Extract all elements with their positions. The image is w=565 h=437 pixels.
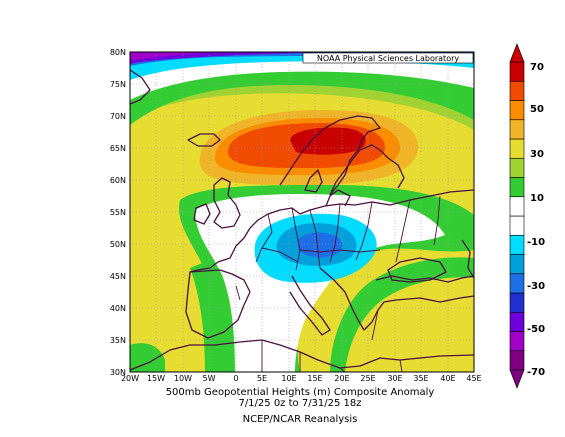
lat-label: 80N	[110, 48, 126, 57]
colorbar-label: -50	[527, 324, 545, 335]
colorbar-segment	[509, 177, 525, 198]
contour-fill	[130, 52, 474, 372]
political-borders	[235, 195, 441, 372]
lon-labels: 20W 15W 10W 5W 0 5E 10E 15E 20E 25E 30E …	[121, 374, 482, 383]
lat-label: 35N	[110, 336, 126, 345]
colorbar-segment	[509, 292, 525, 313]
lat-label: 60N	[110, 176, 126, 185]
lon-label: 30E	[387, 374, 402, 383]
lat-label: 65N	[110, 144, 126, 153]
lat-label: 45N	[110, 272, 126, 281]
colorbar-segment	[509, 254, 525, 275]
colorbar-segment	[509, 273, 525, 294]
plot-frame	[129, 51, 475, 373]
colorbar-segment	[509, 138, 525, 159]
lat-label: 55N	[110, 208, 126, 217]
lon-label: 15E	[307, 374, 322, 383]
colorbar-end-arrow	[509, 369, 525, 389]
colorbar-label: 10	[530, 193, 544, 204]
lat-label: 40N	[110, 304, 126, 313]
colorbar	[509, 43, 525, 389]
colorbar-segment	[509, 196, 525, 217]
colorbar-segment	[509, 331, 525, 352]
credit-label: NOAA Physical Sciences Laboratory	[317, 54, 460, 63]
lon-label: 25E	[360, 374, 375, 383]
colorbar-segment	[509, 100, 525, 121]
lat-label: 70N	[110, 112, 126, 121]
lon-label: 0	[233, 374, 238, 383]
lon-label: 20E	[334, 374, 349, 383]
lon-label: 20W	[121, 374, 139, 383]
caption-line-2: 7/1/25 0z to 7/31/25 18z	[238, 398, 362, 409]
colorbar-segment	[509, 350, 525, 371]
colorbar-segment	[509, 80, 525, 101]
colorbar-label: -30	[527, 281, 545, 292]
lon-label: 5W	[203, 374, 216, 383]
colorbar-segment	[509, 234, 525, 255]
lon-label: 10W	[174, 374, 192, 383]
caption-line-1: 500mb Geopotential Heights (m) Composite…	[165, 387, 435, 398]
lon-label: 35E	[413, 374, 428, 383]
lon-label: 45E	[466, 374, 481, 383]
colorbar-label: 70	[530, 62, 544, 73]
colorbar-segment	[509, 61, 525, 82]
colorbar-segment	[509, 119, 525, 140]
lon-label: 40E	[440, 374, 455, 383]
lon-label: 15W	[147, 374, 165, 383]
colorbar-segment	[509, 157, 525, 178]
lat-label: 75N	[110, 80, 126, 89]
lon-label: 5E	[257, 374, 267, 383]
graticule	[130, 52, 474, 372]
credit-box	[302, 52, 474, 64]
lon-label: 10E	[281, 374, 296, 383]
colorbar-label: -70	[527, 367, 545, 378]
colorbar-label: -10	[527, 237, 545, 248]
lat-labels: 80N 75N 70N 65N 60N 55N 50N 45N 40N 35N …	[110, 48, 126, 377]
colorbar-segment	[509, 311, 525, 332]
lat-label: 50N	[110, 240, 126, 249]
caption-line-3: NCEP/NCAR Reanalysis	[242, 414, 358, 425]
colorbar-label: 30	[530, 149, 544, 160]
colorbar-end-arrow	[509, 43, 525, 63]
colorbar-segment	[509, 215, 525, 236]
colorbar-label: 50	[530, 104, 544, 115]
colorbar-labels: 70 50 30 10 -10 -30 -50 -70	[527, 62, 545, 378]
lat-label: 30N	[110, 368, 126, 377]
